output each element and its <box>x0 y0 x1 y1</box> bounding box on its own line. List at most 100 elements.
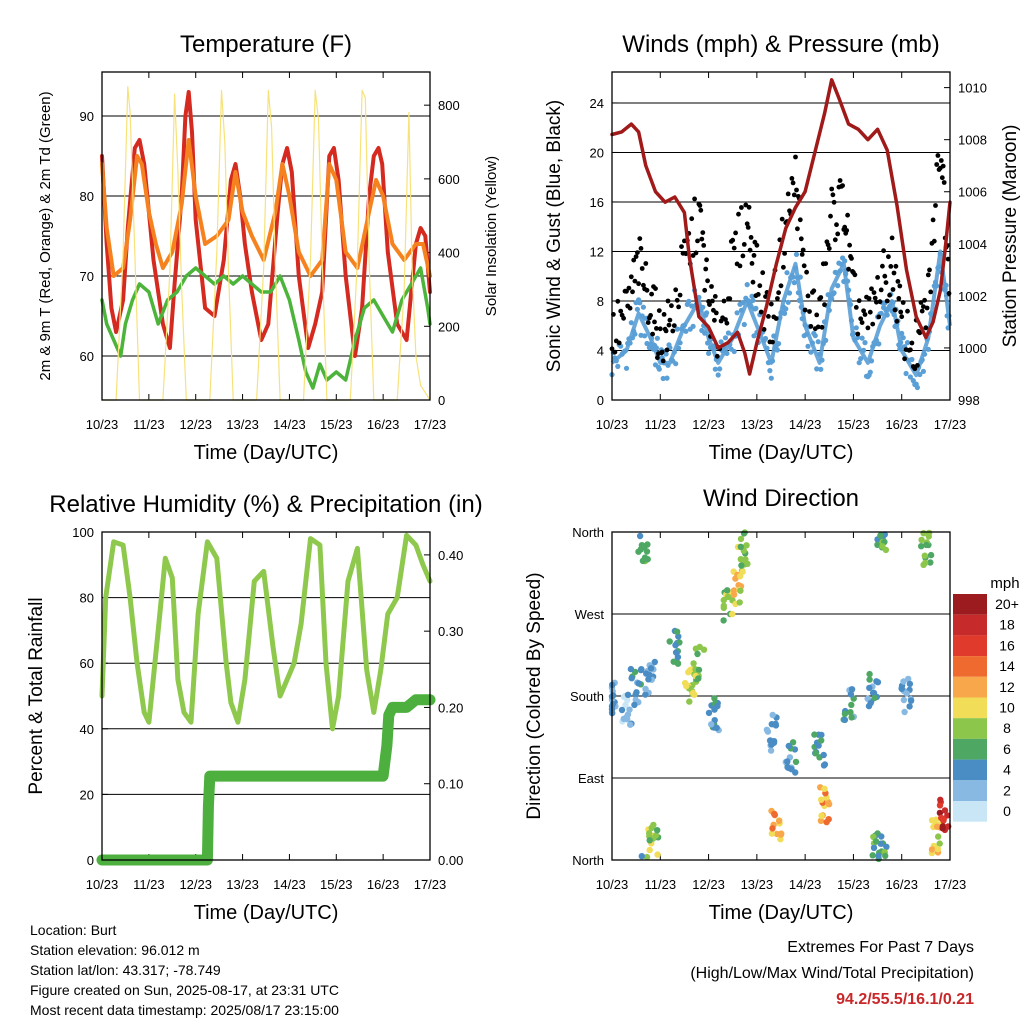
wind-direction-point <box>694 650 701 658</box>
wind-direction-point <box>631 701 638 709</box>
humidity-total-rainfall-series <box>96 694 436 866</box>
winds-gust-point <box>643 261 649 266</box>
winds-gust-point <box>659 349 665 355</box>
wind-direction-point <box>769 711 776 719</box>
winds-sonic-wind-point <box>783 306 789 312</box>
winds-gust-point <box>712 294 718 299</box>
winds-gust-point <box>656 308 662 313</box>
winds-xtick-label: 11/23 <box>644 417 676 432</box>
winds-sonic-wind-point <box>674 326 680 332</box>
winds-sonic-wind-point <box>835 283 841 289</box>
winds-gust-point <box>776 290 781 296</box>
wind-direction-point <box>941 807 949 814</box>
winds-gust-point <box>630 289 635 295</box>
winds-gust-point <box>880 263 885 269</box>
winds-sonic-wind-point <box>623 365 630 371</box>
winds-ytick-label: 16 <box>590 195 604 210</box>
speed-legend-swatch <box>953 801 987 822</box>
wind-direction-point <box>789 739 797 746</box>
wind-direction-point <box>847 691 855 698</box>
winds-gust-point <box>637 236 643 242</box>
winds-gust-point <box>749 261 755 266</box>
wind-direction-point <box>841 710 849 717</box>
winds-sonic-wind-point <box>637 300 643 306</box>
winds-gust-point <box>919 308 925 314</box>
speed-legend-swatch <box>953 635 987 657</box>
wind-direction-point <box>825 801 833 808</box>
wind-direction-point <box>866 684 873 692</box>
winds-gust-point <box>815 324 821 330</box>
winds-sonic-wind-point <box>791 280 797 286</box>
extremes-heading: Extremes For Past 7 Days <box>787 939 974 956</box>
wind-direction-point <box>848 686 856 693</box>
winds-gust-point <box>689 216 695 222</box>
winds-gust-point <box>612 349 618 355</box>
winds-sonic-wind-point <box>664 375 670 381</box>
wind-direction-point <box>711 695 718 702</box>
wind-direction-point <box>695 666 703 674</box>
winds-gust-point <box>673 287 679 293</box>
winds-gust-point <box>831 199 837 205</box>
wind-direction-point <box>872 838 880 845</box>
wind-direction-point <box>847 709 854 716</box>
winds-sonic-wind-point <box>656 366 662 372</box>
winds-gust-point <box>712 317 717 323</box>
wind-direction-point <box>618 706 626 714</box>
speed-legend-title: mph <box>990 575 1019 592</box>
winds-gust-point <box>750 279 756 285</box>
temperature-9m-t-series <box>100 138 432 278</box>
winds-sonic-wind-point <box>717 366 723 372</box>
wind-direction-point <box>927 559 934 566</box>
winds-sonic-wind-point <box>805 343 811 349</box>
station-info: Location: Burt Station elevation: 96.012… <box>30 920 339 1020</box>
winds-gust-point <box>939 175 945 181</box>
winds-gust-point <box>898 309 904 315</box>
wind-direction-point <box>737 556 744 563</box>
wind-direction-point <box>777 831 785 838</box>
winds-xlabel: Time (Day/UTC) <box>709 442 854 464</box>
winds-gust-point <box>761 327 767 332</box>
humidity-ytick-label: 80 <box>80 591 94 606</box>
station-location: Location: Burt <box>30 922 117 938</box>
wind-direction-point <box>632 691 639 698</box>
winds-gust-point <box>730 237 736 243</box>
winds-sonic-wind-point <box>686 298 692 304</box>
wind-direction-point <box>686 698 693 705</box>
winds-gust-point <box>655 355 660 361</box>
wind-direction-point <box>708 721 715 728</box>
winds-sonic-wind-point <box>784 270 790 276</box>
wind-direction-point <box>921 552 928 559</box>
winds-gust-point <box>731 245 737 251</box>
winds-gust-point <box>883 280 889 285</box>
wind-direction-point <box>635 680 642 687</box>
winds-sonic-wind-point <box>722 335 729 341</box>
winds-gust-point <box>881 248 886 254</box>
winds-gust-point <box>819 324 825 330</box>
winds-sonic-wind-point <box>640 304 647 310</box>
winds-gust-point <box>828 213 833 219</box>
winds-sonic-wind-point <box>706 350 712 356</box>
wind-direction-point <box>870 844 878 851</box>
wind-direction-point <box>626 706 633 713</box>
winds-gust-point <box>633 254 639 259</box>
speed-legend-swatch <box>953 676 987 698</box>
winds-gust-point <box>740 253 746 259</box>
wind-direction-point <box>623 714 630 721</box>
winds-gust-point <box>665 298 671 304</box>
winds-ytick-label: 4 <box>597 343 604 358</box>
humidity-ytick-label: 0 <box>87 853 94 868</box>
winds-gust-point <box>628 274 634 280</box>
winds-gust-point <box>935 153 941 158</box>
temperature-y2tick-label: 0 <box>438 393 445 408</box>
winds-gust-point <box>862 312 868 317</box>
winds-gust-point <box>714 353 720 359</box>
winds-gust-point <box>897 283 903 289</box>
wind-direction-point <box>695 675 702 682</box>
winds-gust-point <box>805 293 811 299</box>
humidity-xtick-label: 13/23 <box>226 877 259 892</box>
winds-gust-point <box>779 216 785 222</box>
winds-gust-point <box>795 226 800 232</box>
wind-direction-point <box>646 830 653 837</box>
wind-direction-point <box>937 796 944 803</box>
wind-direction-point <box>769 825 776 832</box>
